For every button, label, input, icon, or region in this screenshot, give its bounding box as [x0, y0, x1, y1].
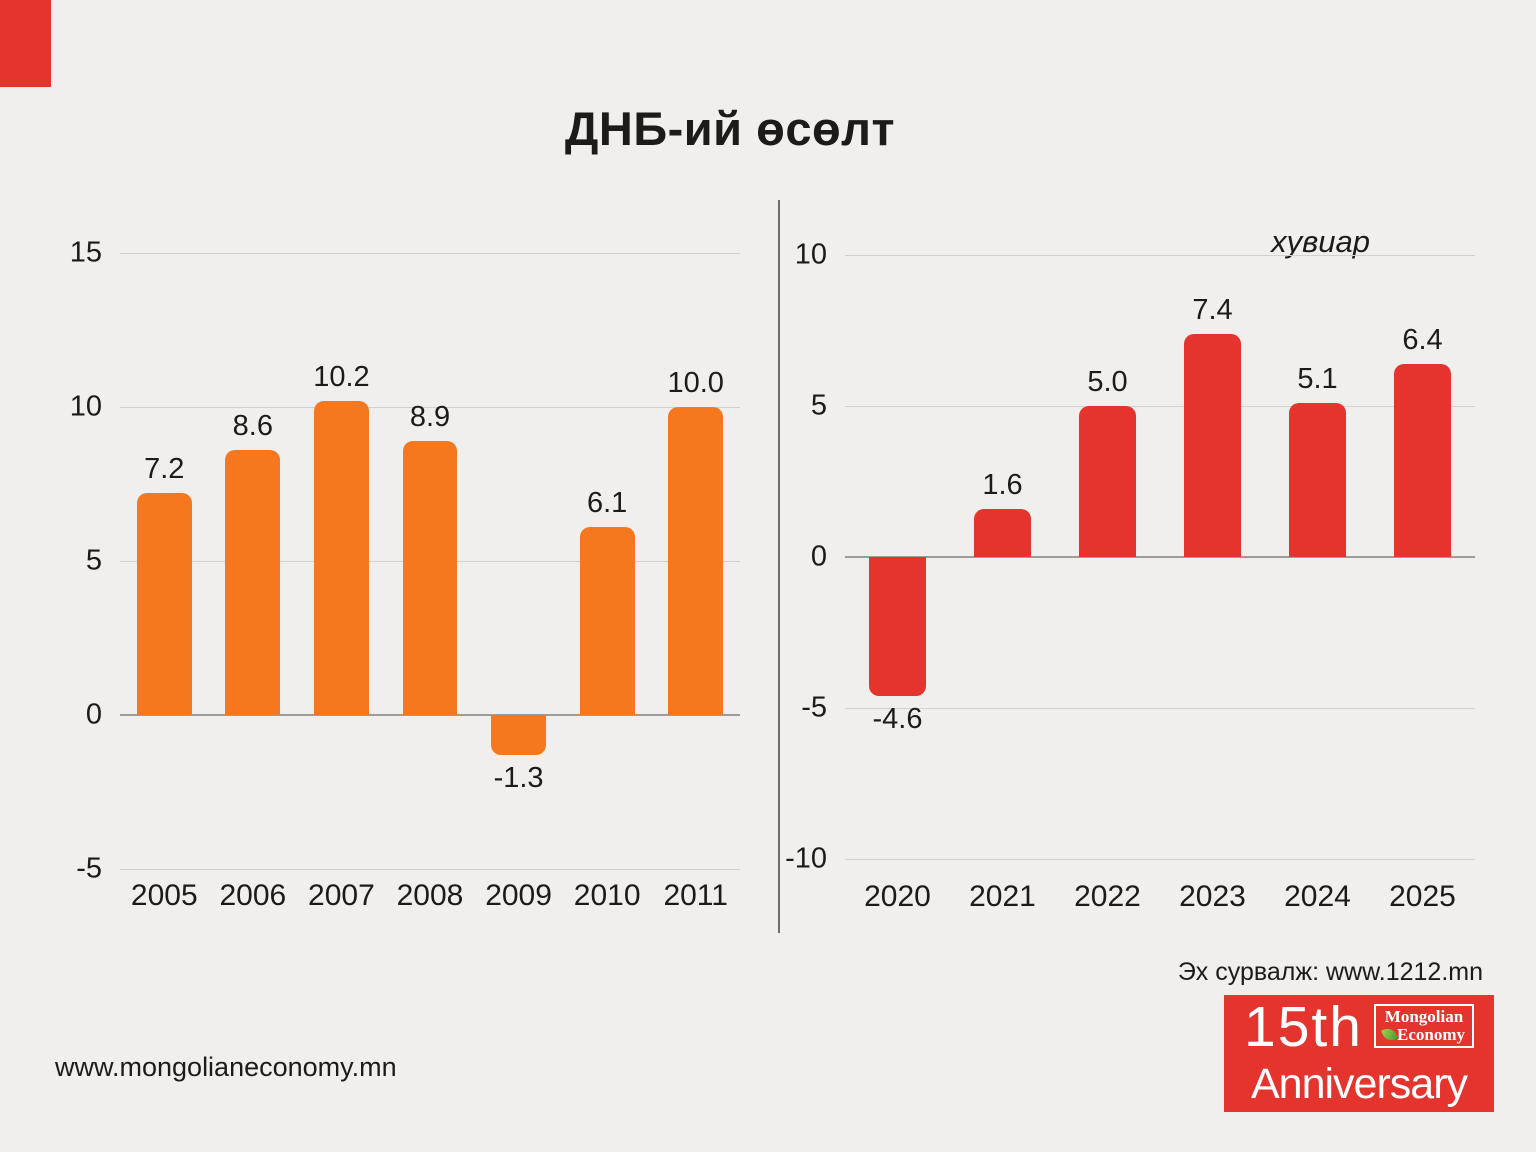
value-label-2024: 5.1 [1297, 362, 1338, 395]
x-axis-label-2021: 2021 [969, 880, 1036, 913]
leaf-icon [1381, 1026, 1398, 1044]
bar-2022 [1079, 406, 1136, 557]
value-label-2021: 1.6 [982, 468, 1023, 501]
bar-2024 [1289, 402, 1346, 557]
footer-website-url: www.mongolianeconomy.mn [55, 1052, 397, 1082]
gridline [120, 406, 740, 408]
logo-text-economy: Economy [1397, 1025, 1465, 1044]
bar-2005 [136, 493, 192, 715]
x-axis-label-2025: 2025 [1389, 880, 1456, 913]
y-axis-tick-label: 15 [69, 236, 102, 269]
bar-2021 [974, 508, 1031, 557]
x-axis-label-2010: 2010 [573, 879, 641, 912]
x-axis-label-2011: 2011 [663, 879, 728, 912]
data-source-label: Эх сурвалж: www.1212.mn [1177, 958, 1483, 986]
value-label-2010: 6.1 [586, 487, 628, 520]
zero-axis-line [120, 714, 740, 716]
y-axis-tick-label: -5 [76, 852, 102, 885]
value-label-2007: 10.2 [313, 360, 370, 393]
bar-2009 [491, 715, 547, 756]
badge-anniversary-text: Anniversary [1250, 1060, 1468, 1108]
logo-text-mongolian: Mongolian [1384, 1007, 1464, 1027]
gridline [120, 252, 740, 254]
bar-2007 [313, 400, 369, 715]
value-label-2020: -4.6 [872, 702, 923, 735]
y-axis-tick-label: -10 [785, 842, 827, 875]
y-axis-tick-label: 0 [810, 540, 827, 573]
x-axis-label-2024: 2024 [1284, 880, 1351, 913]
gridline [845, 405, 1475, 407]
badge-15th-text: 15th [1244, 995, 1363, 1059]
gridline [845, 254, 1475, 256]
y-axis-tick-label: 5 [810, 389, 827, 422]
value-label-2011: 10.0 [667, 367, 724, 399]
bar-2025 [1394, 363, 1451, 557]
zero-axis-line [845, 556, 1475, 558]
value-label-2005: 7.2 [144, 453, 185, 486]
bar-2008 [402, 440, 458, 715]
x-axis-label-2009: 2009 [485, 879, 552, 912]
x-axis-label-2006: 2006 [219, 879, 287, 912]
value-label-2025: 6.4 [1402, 323, 1443, 356]
gridline [845, 858, 1475, 860]
unit-label-huviar: хувиар [1271, 224, 1370, 259]
brand-corner-square [0, 0, 51, 87]
gdp-growth-chart-2005-2011: 15 10 5 0 -5 7.2 2005 8.6 2006 10.2 2007 8.9 2008 -1.… [70, 238, 740, 911]
bar-2010 [579, 527, 635, 715]
bar-2011 [668, 407, 724, 715]
bar-2006 [225, 450, 281, 715]
value-label-2022: 5.0 [1087, 366, 1128, 398]
y-axis-tick-label: 0 [85, 698, 102, 731]
chart-divider-line [778, 200, 780, 933]
gridline [120, 868, 740, 870]
x-axis-label-2023: 2023 [1179, 880, 1246, 913]
mongolian-economy-logo: Mongolian Economy [1374, 1004, 1474, 1048]
value-label-2006: 8.6 [232, 410, 273, 443]
value-label-2023: 7.4 [1192, 293, 1233, 326]
x-axis-label-2022: 2022 [1074, 880, 1141, 913]
x-axis-label-2020: 2020 [864, 880, 931, 913]
gdp-growth-chart-2020-2025: 10 5 0 -5 -10 -4.6 2020 1.6 2021 5.0 2022 7.4 2023 5.… [785, 240, 1475, 912]
x-axis-label-2007: 2007 [308, 879, 375, 912]
y-axis-tick-label: 10 [794, 238, 827, 271]
y-axis-tick-label: 10 [69, 390, 102, 423]
bar-2020 [869, 557, 926, 696]
x-axis-label-2005: 2005 [130, 879, 198, 912]
value-label-2009: -1.3 [493, 762, 544, 795]
y-axis-tick-label: -5 [801, 691, 827, 724]
page-title: ДНБ-ий өсөлт [564, 102, 896, 155]
value-label-2008: 8.9 [409, 400, 451, 433]
y-axis-tick-label: 5 [85, 544, 102, 577]
gridline [845, 707, 1475, 709]
anniversary-badge: 15th Mongolian Economy Anniversary [1224, 995, 1494, 1112]
bar-2023 [1184, 333, 1241, 557]
x-axis-label-2008: 2008 [396, 879, 464, 912]
